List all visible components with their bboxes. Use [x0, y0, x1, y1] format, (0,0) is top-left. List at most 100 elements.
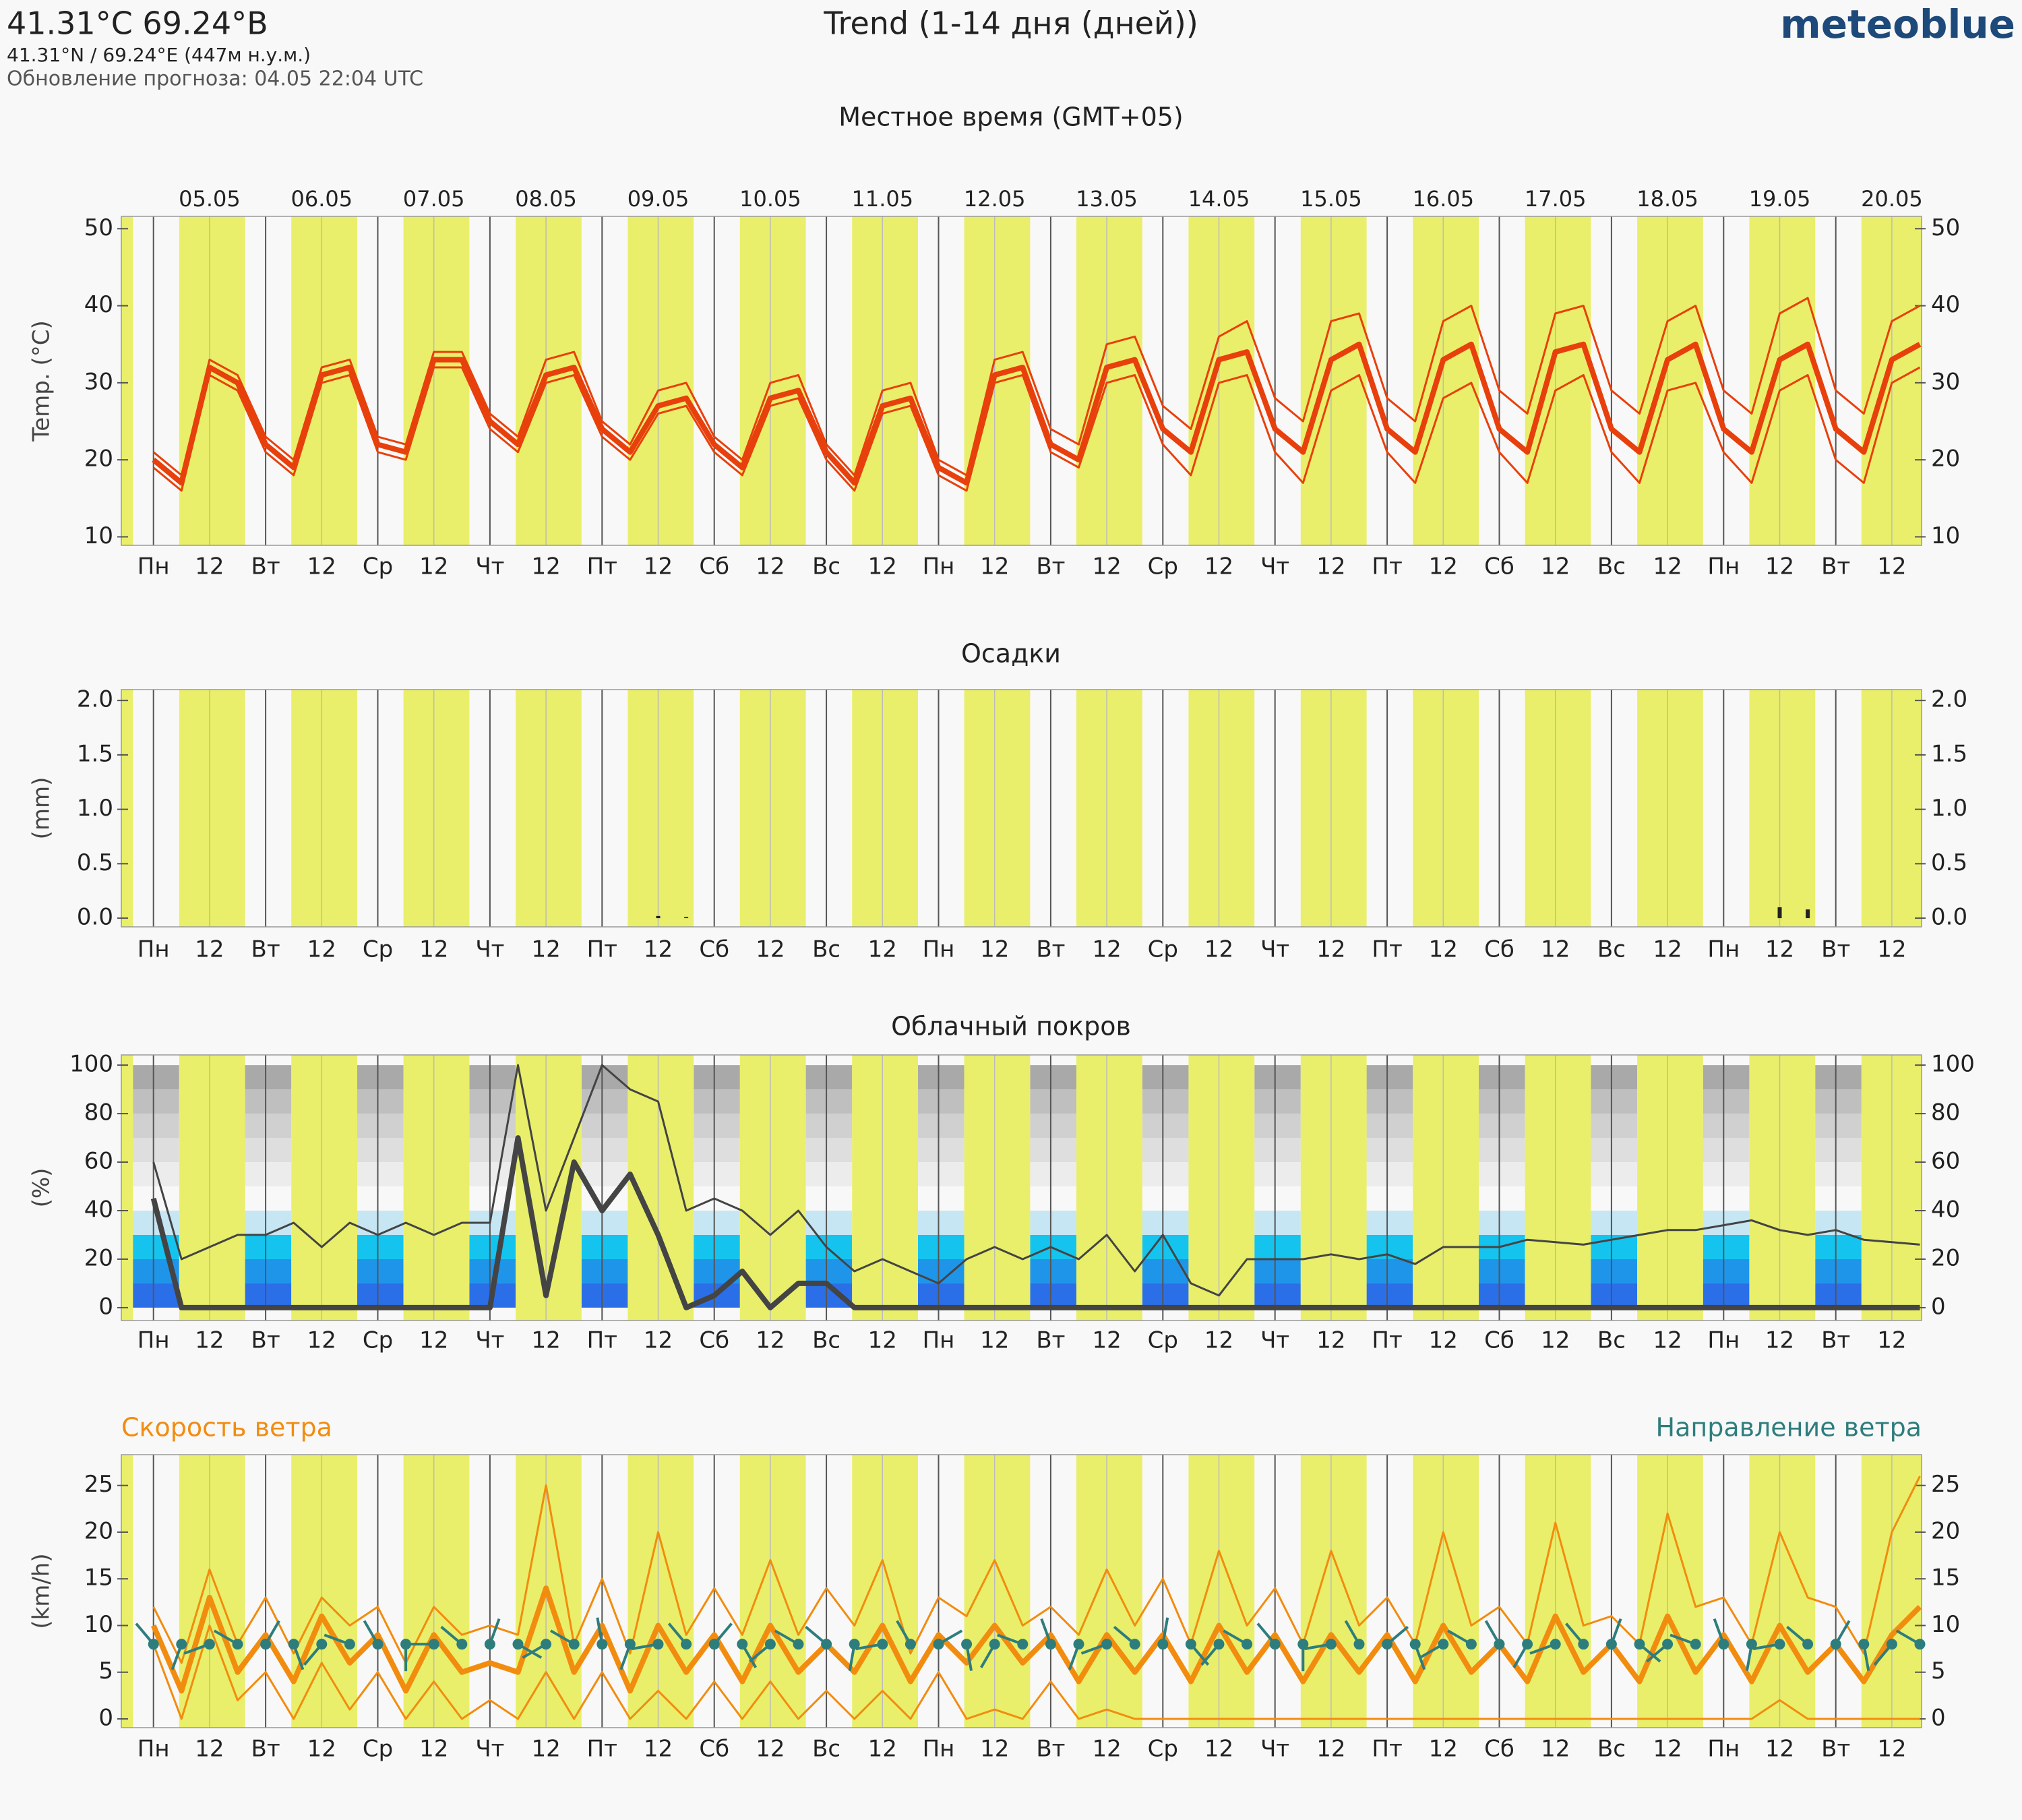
x-tick-label: 12 — [1541, 1327, 1570, 1354]
series-line — [150, 1135, 1920, 1310]
cloud-level-shade — [1591, 1162, 1638, 1187]
wind-dot — [737, 1639, 748, 1650]
x-tick-label: Чт — [475, 553, 504, 580]
cloud-level-shade — [1142, 1065, 1189, 1090]
y-tick-label: 1.5 — [77, 740, 113, 767]
y-tick-label: 15 — [84, 1565, 113, 1591]
x-tick-label: 12 — [531, 1327, 560, 1354]
cloud-level-shade — [133, 1065, 179, 1090]
x-tick-label: 12 — [1204, 1327, 1233, 1354]
daylight-band — [1525, 216, 1591, 545]
x-tick-label: 12 — [1765, 1736, 1794, 1763]
daylight-band — [739, 690, 806, 927]
cloud-level-shade — [469, 1138, 516, 1163]
x-tick-label: Вт — [251, 936, 280, 963]
cloud-level-shade — [1703, 1162, 1750, 1187]
wind-dot — [989, 1639, 1000, 1650]
y-tick-label-right: 0.5 — [1931, 849, 1967, 876]
cloud-level-shade — [1366, 1162, 1413, 1187]
cloud-level-shade — [917, 1089, 964, 1114]
cloud-level-shade — [917, 1211, 964, 1235]
wind-dot — [624, 1639, 636, 1650]
cloud-level-shade — [1703, 1138, 1750, 1163]
direction-label: Направление ветра — [1656, 1413, 1922, 1443]
x-tick-label: 12 — [1653, 553, 1682, 580]
cloud-level-shade — [1591, 1258, 1638, 1283]
x-tick-label: 12 — [1429, 936, 1458, 963]
cloud-level-shade — [245, 1114, 292, 1139]
x-tick-label: Ср — [1148, 1736, 1178, 1763]
wind-dot — [512, 1639, 524, 1650]
cloud-level-shade — [1478, 1258, 1525, 1283]
x-tick-label: Пн — [137, 936, 170, 963]
daylight-band — [516, 690, 582, 927]
cloud-level-shade — [1366, 1258, 1413, 1283]
y-tick-label: 1.0 — [77, 795, 113, 822]
x-tick-label: 12 — [307, 936, 336, 963]
x-tick-label: 12 — [1877, 553, 1906, 580]
x-tick-label: 12 — [1092, 1327, 1121, 1354]
cloud-level-shade — [245, 1138, 292, 1163]
cloud-level-shade — [133, 1234, 179, 1259]
x-tick-label: Ср — [363, 553, 393, 580]
cloud-level-shade — [357, 1089, 404, 1114]
daylight-band — [1413, 690, 1479, 927]
date-label: 19.05 — [1749, 186, 1811, 212]
cloud-level-shade — [1030, 1258, 1077, 1283]
wind-dot — [1802, 1639, 1814, 1650]
x-tick-label: 12 — [1765, 553, 1794, 580]
wind-dot — [1914, 1639, 1926, 1650]
cloud-level-shade — [1366, 1211, 1413, 1235]
date-label: 09.05 — [627, 186, 690, 212]
wind-dot — [232, 1639, 243, 1650]
daylight-band — [1300, 1455, 1367, 1728]
daylight-band — [739, 1055, 806, 1321]
precip-bar — [656, 915, 661, 919]
cloud-level-shade — [917, 1138, 964, 1163]
cloud-level-shade — [1703, 1065, 1750, 1090]
cloud-level-shade — [1815, 1138, 1862, 1163]
wind-dot — [1438, 1639, 1449, 1650]
x-tick-label: Чт — [1260, 1327, 1289, 1354]
daylight-band — [739, 216, 806, 545]
x-tick-label: Вс — [812, 936, 840, 963]
wind-dot — [316, 1639, 328, 1650]
x-tick-label: 12 — [756, 1736, 785, 1763]
wind-dot — [372, 1639, 384, 1650]
daylight-band — [121, 690, 133, 927]
x-tick-label: Пт — [587, 553, 617, 580]
wind-dot — [1522, 1639, 1533, 1650]
cloud-level-shade — [917, 1258, 964, 1283]
cloud-level-shade — [694, 1234, 740, 1259]
x-tick-label: 12 — [419, 553, 448, 580]
series-line — [152, 1625, 1920, 1720]
series-line — [152, 1064, 1920, 1297]
cloud-level-shade — [581, 1065, 628, 1090]
cloud-level-shade — [805, 1065, 853, 1090]
y-tick-label: 5 — [98, 1658, 113, 1685]
x-tick-label: 12 — [1541, 936, 1570, 963]
x-tick-label: Вт — [251, 1736, 280, 1763]
x-tick-label: Вт — [1821, 936, 1850, 963]
daylight-band — [403, 216, 470, 545]
x-tick-label: Сб — [699, 1736, 729, 1763]
series-line — [152, 297, 1921, 477]
y-tick-label: 20 — [84, 1244, 113, 1271]
x-tick-label: Сб — [1484, 936, 1514, 963]
x-tick-label: Вт — [1036, 936, 1065, 963]
x-tick-label: Вс — [1597, 553, 1626, 580]
cloud-level-shade — [1030, 1065, 1077, 1090]
daylight-band — [1525, 1055, 1591, 1321]
daylight-band — [179, 690, 245, 927]
cloud-level-shade — [1703, 1114, 1750, 1139]
y-tick-label: 20 — [84, 1517, 113, 1544]
x-tick-label: Ср — [363, 936, 393, 963]
cloud-level-shade — [1030, 1114, 1077, 1139]
cloud-level-shade — [1815, 1162, 1862, 1187]
daylight-band — [1525, 690, 1591, 927]
x-tick-label: 12 — [756, 1327, 785, 1354]
wind-dot — [681, 1639, 692, 1650]
cloud-level-shade — [1478, 1283, 1525, 1308]
wind-dot — [1409, 1639, 1421, 1650]
wind-dot — [1353, 1639, 1365, 1650]
